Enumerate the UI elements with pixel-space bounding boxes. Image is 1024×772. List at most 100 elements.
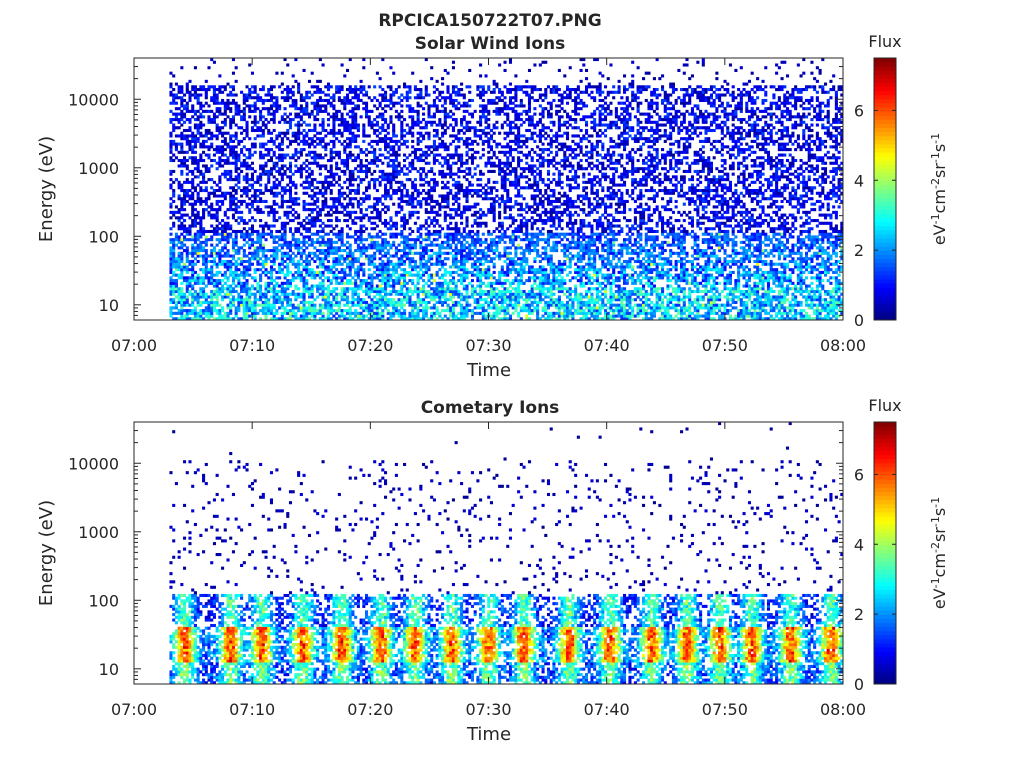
colorbar-tick-label: 2 xyxy=(854,605,864,624)
x-tick-label: 07:00 xyxy=(111,700,157,719)
solar-wind-xlabel: Time xyxy=(466,360,511,381)
colorbar-segment xyxy=(874,124,896,128)
cometary-xlabel: Time xyxy=(466,724,511,745)
colorbar-tick-label: 0 xyxy=(854,311,864,330)
colorbar-segment xyxy=(874,451,896,455)
colorbar-segment xyxy=(874,488,896,492)
colorbar-segment xyxy=(874,676,896,680)
colorbar-segment xyxy=(874,447,896,451)
y-tick-label: 10 xyxy=(99,296,119,315)
colorbar-segment xyxy=(874,426,896,430)
colorbar-segment xyxy=(874,107,896,111)
colorbar-segment xyxy=(874,156,896,160)
colorbar-segment xyxy=(874,565,896,569)
colorbar-segment xyxy=(874,668,896,672)
colorbar-segment xyxy=(874,78,896,82)
colorbar-segment xyxy=(874,643,896,647)
colorbar-segment xyxy=(874,598,896,602)
colorbar-segment xyxy=(874,557,896,561)
colorbar-segment xyxy=(874,631,896,635)
colorbar-segment xyxy=(874,209,896,213)
colorbar-segment xyxy=(874,83,896,87)
colorbar-segment xyxy=(874,549,896,553)
colorbar-segment xyxy=(874,606,896,610)
colorbar-segment xyxy=(874,119,896,123)
colorbar-segment xyxy=(874,467,896,471)
solar-wind-heatmap xyxy=(169,58,843,320)
x-tick-label: 07:30 xyxy=(465,700,511,719)
colorbar-segment xyxy=(874,492,896,496)
colorbar-segment xyxy=(874,434,896,438)
x-tick-label: 07:30 xyxy=(465,336,511,355)
colorbar-segment xyxy=(874,185,896,189)
colorbar-segment xyxy=(874,181,896,185)
colorbar-segment xyxy=(874,635,896,639)
x-tick-label: 07:10 xyxy=(229,700,275,719)
colorbar-segment xyxy=(874,508,896,512)
colorbar-segment xyxy=(874,132,896,136)
colorbar-segment xyxy=(874,111,896,115)
colorbar-tick-label: 6 xyxy=(854,465,864,484)
colorbar-segment xyxy=(874,578,896,582)
colorbar-segment xyxy=(874,582,896,586)
colorbar-segment xyxy=(874,291,896,295)
colorbar-segment xyxy=(874,148,896,152)
x-tick-label: 07:40 xyxy=(584,336,630,355)
figure-title: RPCICA150722T07.PNG xyxy=(378,11,601,31)
colorbar-segment xyxy=(874,160,896,164)
colorbar-segment xyxy=(874,234,896,238)
colorbar-segment xyxy=(874,275,896,279)
colorbar-title: Flux xyxy=(868,32,901,51)
colorbar-segment xyxy=(874,659,896,663)
colorbar-segment xyxy=(874,500,896,504)
colorbar-segment xyxy=(874,140,896,144)
x-tick-label: 07:00 xyxy=(111,336,157,355)
cometary-ylabel: Energy (eV) xyxy=(36,500,57,606)
colorbar-segment xyxy=(874,214,896,218)
colorbar-segment xyxy=(874,651,896,655)
colorbar-tick-label: 4 xyxy=(854,171,864,190)
colorbar-segment xyxy=(874,308,896,312)
colorbar-segment xyxy=(874,74,896,78)
colorbar-segment xyxy=(874,267,896,271)
colorbar-segment xyxy=(874,528,896,532)
colorbar-segment xyxy=(874,164,896,168)
colorbar-segment xyxy=(874,91,896,95)
colorbar-segment xyxy=(874,623,896,627)
colorbar-segment xyxy=(874,573,896,577)
colorbar-segment xyxy=(874,463,896,467)
y-tick-label: 1000 xyxy=(78,159,119,178)
colorbar-segment xyxy=(874,189,896,193)
colorbar-segment xyxy=(874,430,896,434)
colorbar-segment xyxy=(874,238,896,242)
colorbar-segment xyxy=(874,627,896,631)
colorbar-tick-label: 0 xyxy=(854,675,864,694)
colorbar-tick-label: 4 xyxy=(854,535,864,554)
colorbar-segment xyxy=(874,242,896,246)
colorbar-segment xyxy=(874,533,896,537)
y-tick-label: 10 xyxy=(99,660,119,679)
colorbar-segment xyxy=(874,250,896,254)
colorbar-segment xyxy=(874,594,896,598)
colorbar-segment xyxy=(874,271,896,275)
colorbar-segment xyxy=(874,655,896,659)
colorbar-tick-label: 2 xyxy=(854,241,864,260)
colorbar-unit-label: eV-1cm-2sr-1s-1 xyxy=(929,133,949,245)
colorbar-segment xyxy=(874,647,896,651)
colorbar-segment xyxy=(874,193,896,197)
y-tick-label: 10000 xyxy=(68,454,119,473)
colorbar-segment xyxy=(874,442,896,446)
y-tick-label: 10000 xyxy=(68,90,119,109)
colorbar-segment xyxy=(874,602,896,606)
colorbar-segment xyxy=(874,263,896,267)
colorbar-title: Flux xyxy=(868,396,901,415)
colorbar-segment xyxy=(874,128,896,132)
colorbar-segment xyxy=(874,95,896,99)
colorbar-segment xyxy=(874,103,896,107)
colorbar-segment xyxy=(874,115,896,119)
colorbar-segment xyxy=(874,672,896,676)
colorbar-segment xyxy=(874,455,896,459)
colorbar-segment xyxy=(874,459,896,463)
